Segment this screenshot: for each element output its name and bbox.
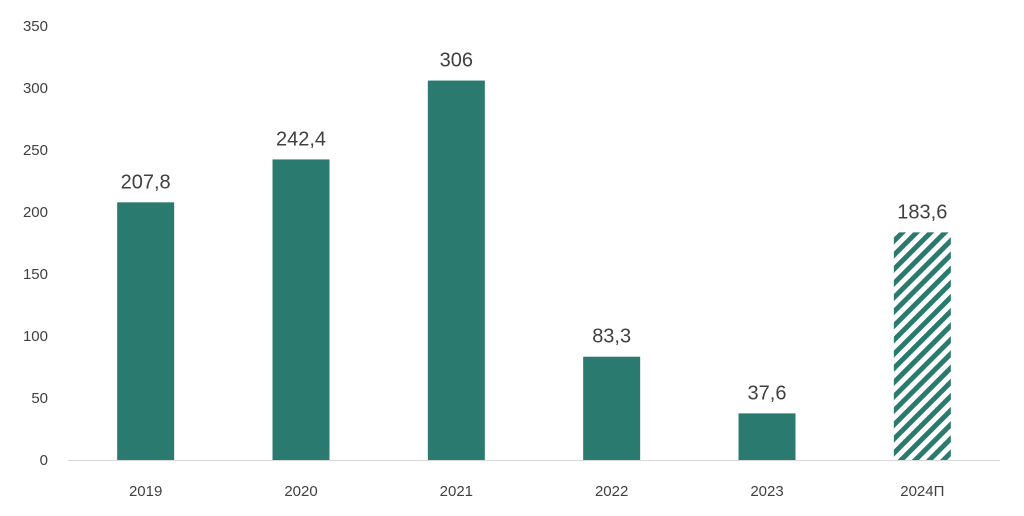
y-tick-label: 200	[23, 204, 48, 221]
data-label: 306	[440, 50, 473, 72]
data-label: 83,3	[592, 326, 631, 348]
data-label: 242,4	[276, 128, 326, 150]
bar-2021	[427, 80, 485, 460]
y-tick-label: 50	[31, 390, 48, 407]
x-tick-label: 2024П	[900, 483, 944, 500]
data-label: 207,8	[121, 171, 171, 193]
y-tick-label: 0	[40, 452, 48, 469]
data-label: 183,6	[897, 201, 947, 223]
y-tick-label: 350	[23, 18, 48, 35]
y-axis: 0 50 100 150 200 250 300 350	[23, 18, 48, 469]
bars	[117, 80, 951, 460]
data-label: 37,6	[748, 382, 787, 404]
x-tick-label: 2019	[129, 483, 162, 500]
x-tick-label: 2022	[595, 483, 628, 500]
x-axis: 2019 2020 2021 2022 2023 2024П	[129, 483, 944, 500]
y-tick-label: 150	[23, 266, 48, 283]
x-tick-label: 2020	[284, 483, 317, 500]
y-tick-label: 300	[23, 80, 48, 97]
bar-2019	[117, 202, 175, 460]
y-tick-label: 100	[23, 328, 48, 345]
bar-2020	[272, 159, 330, 460]
bar-2022	[583, 356, 641, 460]
bar-2023	[738, 413, 796, 460]
x-tick-label: 2021	[440, 483, 473, 500]
y-tick-label: 250	[23, 142, 48, 159]
bar-2024П	[893, 232, 951, 460]
x-tick-label: 2023	[750, 483, 783, 500]
data-labels: 207,8 242,4 306 83,3 37,6 183,6	[121, 50, 948, 405]
